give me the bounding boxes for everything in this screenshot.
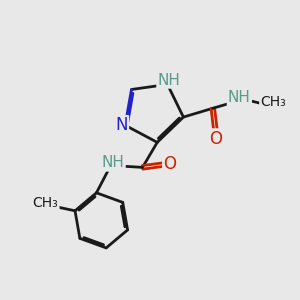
Text: CH₃: CH₃ xyxy=(33,196,58,210)
Text: NH: NH xyxy=(228,90,251,105)
Text: CH₃: CH₃ xyxy=(260,95,286,110)
Text: O: O xyxy=(164,155,176,173)
Text: O: O xyxy=(209,130,222,148)
Text: N: N xyxy=(116,116,128,134)
Text: NH: NH xyxy=(158,73,180,88)
Text: NH: NH xyxy=(102,155,124,170)
